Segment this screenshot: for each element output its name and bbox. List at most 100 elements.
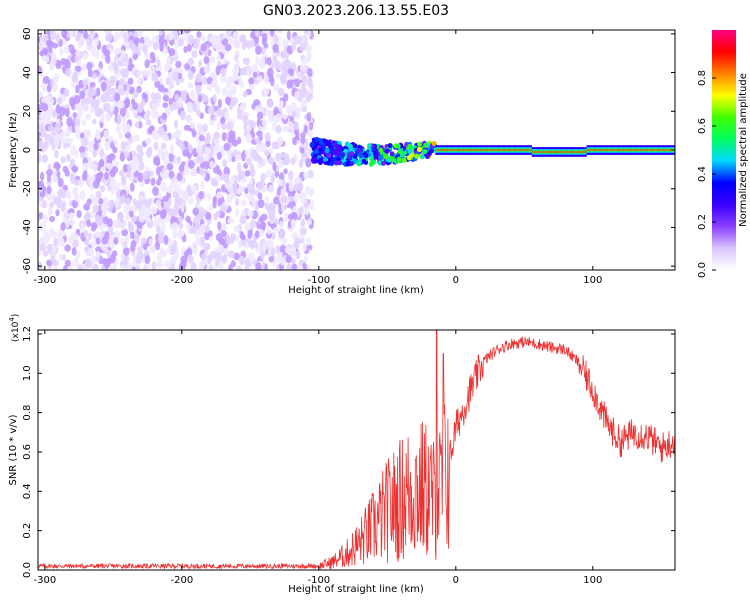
spectrogram-cell bbox=[249, 178, 254, 185]
spectrogram-cell bbox=[300, 99, 308, 108]
spectrogram-cell bbox=[349, 151, 354, 157]
spectrogram-cell bbox=[52, 231, 58, 238]
spectrogram-cell bbox=[635, 149, 638, 151]
spectrogram-cell bbox=[232, 31, 240, 41]
spectrogram-cell bbox=[195, 156, 202, 164]
spectrogram-cell bbox=[239, 231, 245, 240]
spectrogram-cell bbox=[188, 144, 194, 154]
spectrogram-cell bbox=[99, 185, 106, 193]
spectrogram-cell bbox=[576, 151, 578, 153]
spectrogram-cell bbox=[77, 104, 85, 112]
spectrogram-cell bbox=[522, 149, 525, 151]
spectrogram-cell bbox=[92, 50, 97, 57]
spectrogram-cell bbox=[259, 229, 265, 238]
spectrogram-cell bbox=[588, 149, 591, 151]
spectrogram-cell bbox=[160, 216, 166, 225]
spectrogram-cell bbox=[491, 149, 493, 151]
spectrogram-cell bbox=[610, 149, 612, 151]
spectrogram-cell bbox=[425, 153, 430, 159]
spectrogram-cell bbox=[138, 214, 145, 223]
spectrogram-cell bbox=[261, 46, 266, 55]
spectrogram-cell bbox=[298, 206, 304, 214]
spectrogram-cell bbox=[196, 31, 202, 38]
spectrogram-cell bbox=[149, 51, 156, 60]
spectrogram-cell bbox=[82, 162, 90, 171]
spectrogram-cell bbox=[204, 154, 209, 162]
spectrogram-cell bbox=[168, 152, 174, 163]
spectrogram-cell bbox=[262, 36, 268, 43]
spectrogram-cell bbox=[261, 119, 268, 127]
spectrogram-cell bbox=[278, 159, 283, 167]
spectrogram-cell bbox=[249, 163, 255, 171]
spectrogram-cell bbox=[46, 102, 53, 111]
spectrogram-cell bbox=[280, 152, 285, 159]
spectrogram-cell bbox=[291, 42, 296, 51]
spectrogram-cell bbox=[60, 58, 68, 66]
spectrogram-cell bbox=[196, 122, 202, 131]
spectrogram-cell bbox=[207, 254, 213, 263]
spectrogram-cell bbox=[52, 83, 58, 93]
spectrogram-cell bbox=[569, 151, 571, 153]
spectrogram-cell bbox=[244, 187, 249, 195]
y-tick-label: 20 bbox=[22, 105, 33, 118]
spectrogram-cell bbox=[506, 149, 508, 151]
spectrogram-cell bbox=[498, 149, 501, 151]
snr-x-axis: -300 -200 -100 0 100 bbox=[33, 330, 602, 586]
spectrogram-cell bbox=[265, 108, 270, 116]
spectrogram-cell bbox=[251, 149, 258, 159]
spectrogram-cell bbox=[508, 149, 511, 151]
spectrogram-cell bbox=[407, 143, 412, 149]
spectrogram-cell bbox=[287, 121, 295, 131]
spectrogram-cell bbox=[201, 76, 209, 85]
spectrogram-cell bbox=[38, 249, 42, 256]
spectrogram-cell bbox=[384, 148, 390, 154]
spectrogram-cell bbox=[82, 79, 88, 86]
spectrogram-cell bbox=[245, 123, 251, 132]
colorbar-tick-label: 0.4 bbox=[697, 166, 708, 182]
spectrogram-cell bbox=[274, 170, 280, 178]
spectrogram-cell bbox=[254, 230, 260, 239]
spectrogram-cell bbox=[89, 81, 96, 88]
spectrogram-cell bbox=[61, 230, 66, 237]
spectrogram-cell bbox=[221, 123, 227, 130]
spectrogram-cell bbox=[436, 149, 438, 151]
spectrogram-cell bbox=[611, 149, 614, 151]
spectrogram-cell bbox=[93, 196, 98, 205]
spectrogram-cell bbox=[85, 113, 92, 120]
spectrogram-cell bbox=[145, 137, 152, 145]
spectrogram-cell bbox=[643, 149, 645, 151]
spectrogram-cell bbox=[122, 125, 128, 134]
spectrogram-cell bbox=[174, 184, 181, 193]
spectrogram-cell bbox=[188, 116, 193, 124]
spectrogram-cell bbox=[566, 151, 569, 153]
snr-y-axis: 0.0 0.2 0.4 0.6 0.8 1.0 1.2 bbox=[22, 326, 675, 578]
spectrogram-cell bbox=[125, 144, 131, 152]
spectrogram-cell bbox=[42, 85, 47, 92]
spectrogram-cell bbox=[71, 165, 79, 173]
spectrogram-cell bbox=[271, 231, 276, 240]
spectrogram-cell bbox=[363, 152, 369, 158]
spectrogram-cell bbox=[304, 206, 310, 216]
spectrogram-y-axis: -60 -40 -20 0 20 40 60 bbox=[22, 28, 675, 274]
spectrogram-cell bbox=[212, 198, 217, 209]
spectrogram-cell bbox=[290, 211, 298, 221]
spectrogram-cell bbox=[274, 218, 280, 225]
spectrogram-cell bbox=[486, 149, 489, 151]
spectrogram-cell bbox=[95, 129, 101, 137]
spectrogram-cell bbox=[93, 142, 99, 151]
spectrogram-cell bbox=[70, 176, 76, 184]
spectrogram-cell bbox=[118, 211, 124, 221]
y-tick-label: 60 bbox=[22, 28, 33, 41]
spectrogram-cell bbox=[137, 245, 143, 253]
spectrogram-cell bbox=[125, 110, 130, 120]
spectrogram-cell bbox=[605, 149, 607, 151]
spectrogram-cells bbox=[38, 30, 675, 270]
spectrogram-cell bbox=[619, 149, 621, 151]
spectrogram-cell bbox=[288, 195, 295, 202]
spectrogram-cell bbox=[489, 149, 491, 151]
spectrogram-cell bbox=[67, 44, 75, 53]
spectrogram-cell bbox=[121, 115, 127, 123]
spectrogram-cell bbox=[517, 149, 519, 151]
spectrogram-cell bbox=[239, 34, 247, 42]
